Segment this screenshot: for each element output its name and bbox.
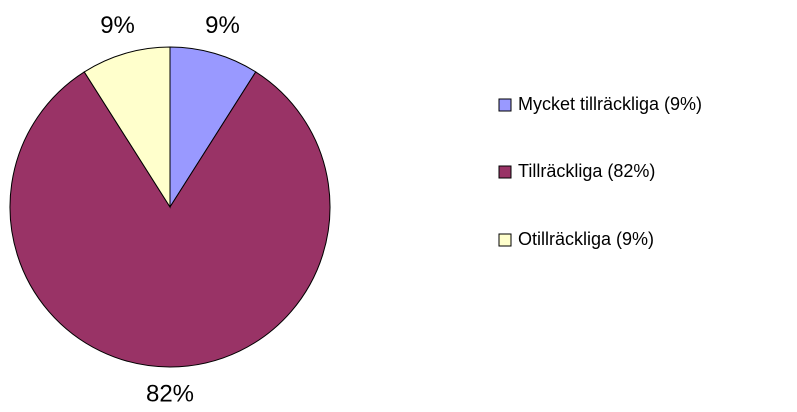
legend-label: Mycket tillräckliga (9%)	[518, 94, 702, 114]
data-label: 9%	[100, 12, 135, 39]
data-label: 9%	[205, 12, 240, 39]
pie-slice	[83, 46, 171, 209]
legend-swatch	[498, 165, 512, 179]
legend-label: Otillräckliga (9%)	[518, 229, 654, 249]
data-label: 82%	[146, 380, 194, 407]
legend-swatch	[498, 98, 512, 112]
legend-swatch	[498, 233, 512, 247]
pie-slice	[9, 71, 331, 368]
pie-slice	[169, 46, 257, 209]
legend-label: Tillräckliga (82%)	[518, 161, 655, 181]
